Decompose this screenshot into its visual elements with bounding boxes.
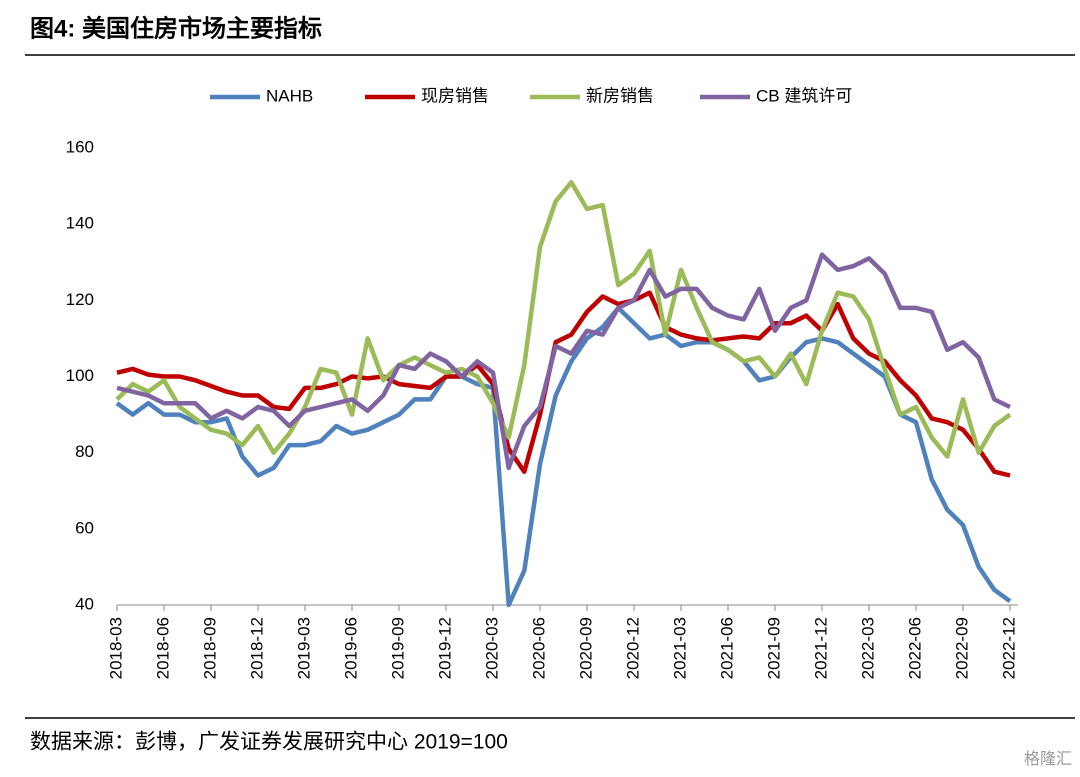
- x-tick-label: 2022-03: [858, 617, 877, 679]
- x-tick-label: 2022-06: [905, 617, 924, 679]
- x-tick-label: 2021-03: [670, 617, 689, 679]
- series-line: [115, 180, 1012, 459]
- series-line: [116, 252, 1011, 471]
- x-tick-label: 2019-06: [341, 617, 360, 679]
- chart-title: 图4: 美国住房市场主要指标: [30, 14, 322, 42]
- x-tick-label: 2020-12: [623, 617, 642, 679]
- x-tick-label: 2021-06: [717, 617, 736, 679]
- y-tick-label: 140: [66, 214, 94, 233]
- x-tick-label: 2020-06: [529, 617, 548, 679]
- x-tick-label: 2021-09: [764, 617, 783, 679]
- y-tick-label: 60: [75, 518, 94, 537]
- source: 数据来源：彭博，广发证券发展研究中心 2019=100: [30, 731, 508, 754]
- series-line: [115, 305, 1012, 608]
- x-tick-label: 2019-12: [435, 617, 454, 679]
- x-tick-label: 2022-09: [952, 617, 971, 679]
- x-tick-label: 2020-09: [576, 617, 595, 679]
- legend-label: 现房销售: [421, 86, 489, 105]
- y-tick-label: 40: [75, 594, 94, 613]
- x-tick-label: 2018-12: [247, 617, 266, 679]
- x-tick-label: 2020-03: [482, 617, 501, 679]
- x-tick-label: 2022-12: [999, 617, 1018, 679]
- y-tick-label: 120: [66, 290, 94, 309]
- watermark: 格隆汇: [1024, 750, 1072, 768]
- y-tick-label: 100: [66, 366, 94, 385]
- x-tick-label: 2019-03: [294, 617, 313, 679]
- x-tick-label: 2021-12: [811, 617, 830, 679]
- series-line: [116, 290, 1011, 478]
- x-tick-label: 2018-06: [153, 617, 172, 679]
- x-tick-label: 2018-03: [106, 617, 125, 679]
- legend-label: CB 建筑许可: [756, 86, 852, 105]
- legend-label: 新房销售: [586, 86, 654, 105]
- y-tick-label: 80: [75, 442, 94, 461]
- x-tick-label: 2018-09: [200, 617, 219, 679]
- x-tick-label: 2019-09: [388, 617, 407, 679]
- y-tick-label: 160: [66, 137, 94, 156]
- legend-label: NAHB: [266, 86, 313, 105]
